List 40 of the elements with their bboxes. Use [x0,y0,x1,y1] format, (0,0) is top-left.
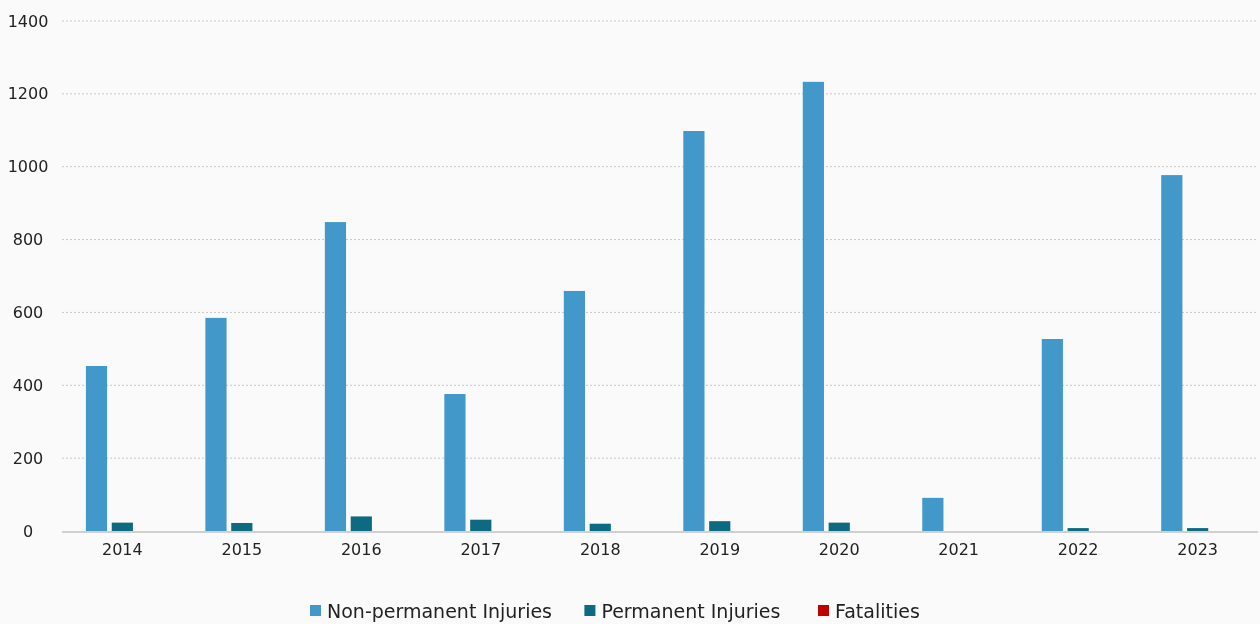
bar [470,519,492,531]
bar [324,222,347,531]
bar [444,394,466,531]
bar [1187,528,1209,531]
bar [205,317,227,531]
x-tick-label: 2015 [221,540,263,559]
bar [828,522,850,531]
x-tick-label: 2018 [579,540,621,559]
bar [709,521,731,531]
bar [231,522,253,531]
legend-label: Permanent Injuries [601,599,781,622]
bar [1041,339,1063,531]
bar [589,523,611,531]
bar [350,516,372,531]
x-tick-label: 2023 [1177,540,1219,559]
y-tick-label: 1400 [7,11,49,31]
x-tick-label: 2017 [460,540,502,559]
x-tick-label: 2014 [101,540,143,559]
bar [1161,175,1183,531]
x-tick-label: 2021 [938,540,980,559]
bar [922,497,944,531]
x-tick-label: 2016 [340,540,382,559]
legend-label: Non-permanent Injuries [327,599,553,622]
y-tick-label: 400 [12,375,44,395]
y-tick-label: 0 [22,521,34,541]
bar [111,522,133,531]
y-tick-label: 600 [12,303,44,323]
legend-label: Fatalities [835,599,920,622]
x-tick-label: 2020 [818,540,860,559]
bar [802,81,824,531]
y-tick-label: 1200 [7,84,49,104]
y-tick-label: 1000 [7,157,49,177]
x-tick-label: 2019 [699,540,741,559]
x-tick-label: 2022 [1057,540,1099,559]
bar [85,365,108,531]
bar [563,290,586,531]
bar [1067,528,1089,531]
y-tick-label: 800 [12,230,44,250]
bar [683,131,705,531]
y-tick-label: 200 [12,448,44,468]
